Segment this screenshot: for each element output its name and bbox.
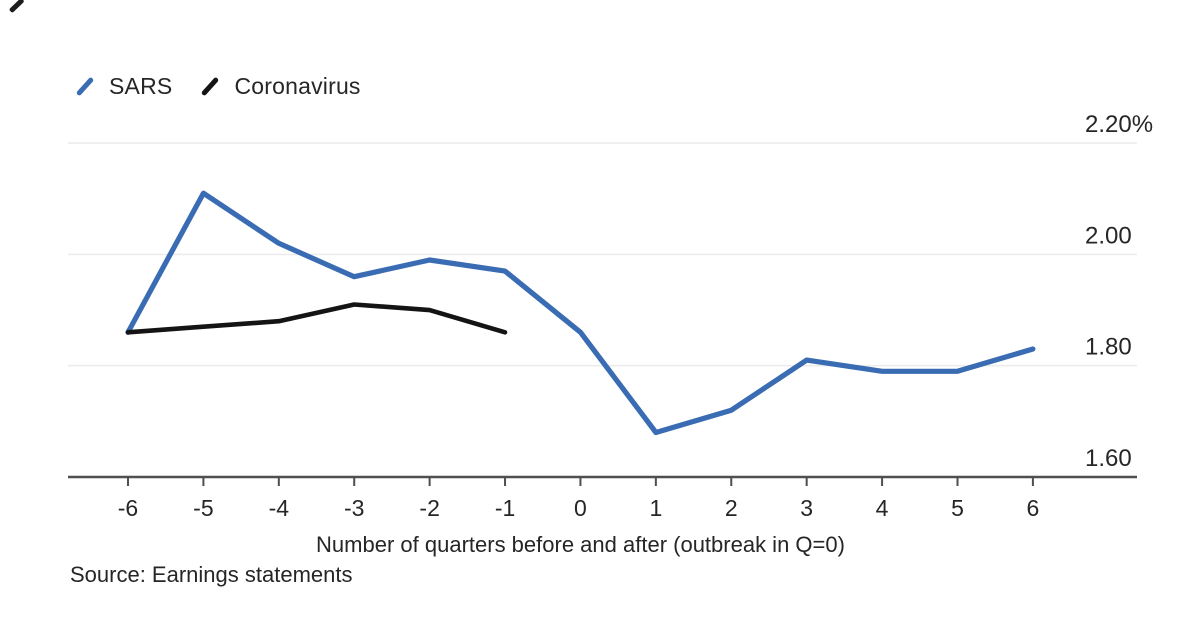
chart-legend: SARS Coronavirus xyxy=(74,73,361,100)
y-tick-label: 2.20% xyxy=(1085,111,1153,138)
x-tick-label: -4 xyxy=(269,495,290,521)
series-line-coronavirus xyxy=(125,302,508,335)
series-line-sars xyxy=(125,190,1036,436)
x-tick-label: -1 xyxy=(495,495,515,521)
legend-label-sars: SARS xyxy=(109,73,173,99)
legend-item-coronavirus: Coronavirus xyxy=(199,73,360,100)
x-tick-label: -6 xyxy=(118,495,138,521)
x-tick-label: 6 xyxy=(1027,495,1040,521)
y-tick-label: 1.60 xyxy=(1085,445,1132,472)
x-tick-label: 2 xyxy=(725,495,738,521)
x-tick-label: 0 xyxy=(574,495,587,521)
y-tick-label: 2.00 xyxy=(1085,222,1132,249)
x-tick-label: 3 xyxy=(800,495,813,521)
y-tick-label: 1.80 xyxy=(1085,334,1132,361)
x-tick-label: 4 xyxy=(876,495,889,521)
legend-label-coronavirus: Coronavirus xyxy=(234,73,361,99)
x-tick-label: 1 xyxy=(649,495,662,521)
x-axis-title: Number of quarters before and after (out… xyxy=(316,532,845,557)
x-tick-label: -2 xyxy=(419,495,439,521)
legend-item-sars: SARS xyxy=(74,73,172,100)
x-tick-label: -3 xyxy=(344,495,364,521)
x-tick-label: 5 xyxy=(951,495,964,521)
x-tick-label: -5 xyxy=(193,495,213,521)
source-note: Source: Earnings statements xyxy=(70,562,353,587)
